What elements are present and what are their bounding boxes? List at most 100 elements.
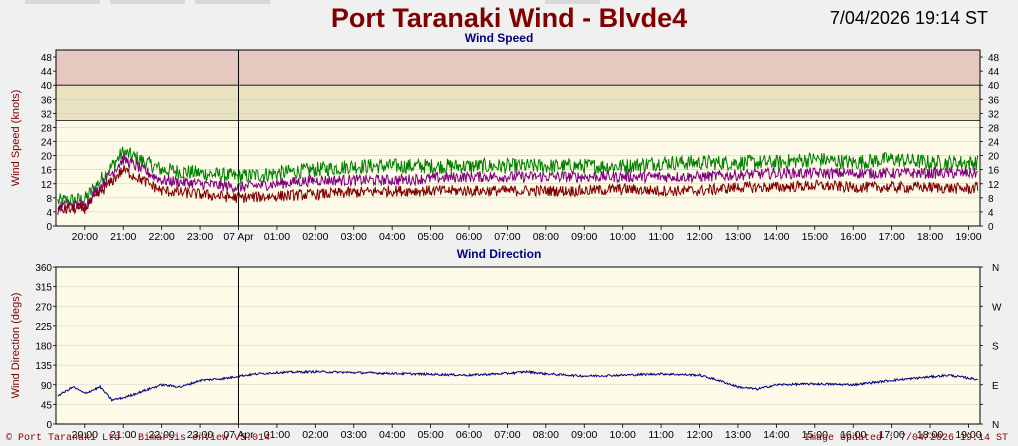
x-tick-label: 17:00 (878, 231, 904, 243)
y-axis-title: Wind Speed (knots) (10, 90, 22, 187)
x-tick-label: 02:00 (302, 429, 328, 441)
y-tick-label-right: 0 (988, 222, 994, 233)
x-tick-label: 21:00 (110, 231, 136, 243)
direction-plot: 0 45 90 135 180 225 270 315 360 N E S W N Wind Directi… (10, 263, 1002, 441)
y-tick-label: 0 (46, 420, 52, 431)
x-tick-label: 13:00 (725, 429, 751, 441)
x-tick-label: 15:00 (802, 231, 828, 243)
plot-frame (55, 266, 981, 425)
y-tick-label: 360 (35, 263, 52, 274)
series-gust (57, 146, 979, 207)
y-tick-label-right: 4 (988, 208, 994, 219)
y-tick-label: 45 (41, 400, 53, 411)
window-tab-strip (25, 0, 100, 4)
x-tick-label: 04:00 (379, 429, 405, 441)
y-tick-label-right: 32 (988, 109, 1000, 120)
x-tick-label: 05:00 (417, 231, 443, 243)
y-tick-label-right: 16 (988, 166, 1000, 177)
x-tick-label: 11:00 (648, 429, 674, 441)
y-tick-label: 20 (41, 152, 53, 163)
y-tick-label-right: 20 (988, 152, 1000, 163)
y-tick-label-right: 8 (988, 194, 994, 205)
y-tick-label: 16 (41, 166, 53, 177)
compass-label: W (992, 302, 1002, 313)
series-mean (57, 153, 978, 212)
y-tick-label-right: 12 (988, 180, 1000, 191)
y-tick-label-right: 36 (988, 95, 1000, 106)
x-tick-label: 08:00 (533, 231, 559, 243)
threshold-band-caution (56, 85, 980, 121)
x-tick-label: 22:00 (149, 231, 175, 243)
y-tick-label: 24 (41, 138, 53, 149)
series-direction (57, 369, 978, 402)
x-tick-label: 10:00 (610, 231, 636, 243)
y-tick-label: 12 (41, 180, 53, 191)
series-lull (57, 164, 979, 216)
y-tick-label: 180 (35, 342, 52, 353)
x-tick-label: 14:00 (763, 231, 789, 243)
y-tick-label: 48 (41, 53, 53, 64)
x-tick-label: 06:00 (456, 231, 482, 243)
x-tick-label: 13:00 (725, 231, 751, 243)
page-title: Port Taranaki Wind - Blvde4 (330, 3, 688, 33)
x-tick-label: 10:00 (610, 429, 636, 441)
x-tick-label: 03:00 (341, 429, 367, 441)
x-tick-label: 18:00 (917, 231, 943, 243)
compass-label: N (992, 420, 999, 431)
footer-updated: Image Updated : 7/04/2026 19:14 ST (803, 433, 1008, 444)
threshold-band-high (56, 50, 980, 86)
footer-copyright: © Port Taranaki Ltd - Bimarsis enView V5… (6, 433, 271, 444)
y-tick-label: 0 (46, 222, 52, 233)
y-tick-label-right: 48 (988, 53, 1000, 64)
y-tick-label: 315 (35, 283, 52, 294)
y-tick-label: 90 (41, 381, 53, 392)
x-tick-label: 12:00 (686, 231, 712, 243)
x-tick-label: 07:00 (494, 429, 520, 441)
y-tick-label: 135 (35, 361, 52, 372)
x-tick-label: 14:00 (763, 429, 789, 441)
x-tick-label: 01:00 (264, 231, 290, 243)
plot-background (56, 50, 980, 226)
y-tick-label: 36 (41, 95, 53, 106)
plot-background (56, 267, 980, 424)
window-tab-strip (545, 0, 600, 4)
window-tab-strip (110, 0, 185, 4)
speed-chart-title: Wind Speed (464, 31, 534, 45)
x-tick-label: 23:00 (187, 231, 213, 243)
x-tick-label: 08:00 (533, 429, 559, 441)
x-tick-label: 04:00 (379, 231, 405, 243)
y-tick-label: 270 (35, 302, 52, 313)
x-tick-label: 05:00 (417, 429, 443, 441)
y-tick-label: 4 (46, 208, 52, 219)
x-tick-label: 09:00 (571, 231, 597, 243)
x-tick-label: 12:00 (686, 429, 712, 441)
x-tick-label: 07 Apr (223, 231, 254, 243)
compass-label: E (992, 381, 999, 392)
x-tick-label: 20:00 (72, 231, 98, 243)
x-tick-label: 16:00 (840, 231, 866, 243)
y-tick-label-right: 24 (988, 138, 1000, 149)
x-tick-label: 07:00 (494, 231, 520, 243)
plot-frame (55, 49, 981, 227)
y-axis-title: Wind Direction (degs) (10, 293, 22, 399)
y-tick-label-right: 28 (988, 123, 1000, 134)
compass-label: S (992, 342, 999, 353)
y-tick-label: 32 (41, 109, 53, 120)
y-tick-label-right: 40 (988, 81, 1000, 92)
y-tick-label: 40 (41, 81, 53, 92)
x-tick-label: 06:00 (456, 429, 482, 441)
y-tick-label-right: 44 (988, 67, 1000, 78)
current-datetime: 7/04/2026 19:14 ST (829, 8, 988, 28)
y-tick-label: 225 (35, 322, 52, 333)
y-tick-label: 44 (41, 67, 53, 78)
x-tick-label: 11:00 (648, 231, 674, 243)
y-tick-label: 8 (46, 194, 52, 205)
x-tick-label: 09:00 (571, 429, 597, 441)
window-tab-strip (195, 0, 270, 4)
y-tick-label: 28 (41, 123, 53, 134)
x-tick-label: 03:00 (341, 231, 367, 243)
compass-label: N (992, 263, 999, 274)
x-tick-label: 02:00 (302, 231, 328, 243)
